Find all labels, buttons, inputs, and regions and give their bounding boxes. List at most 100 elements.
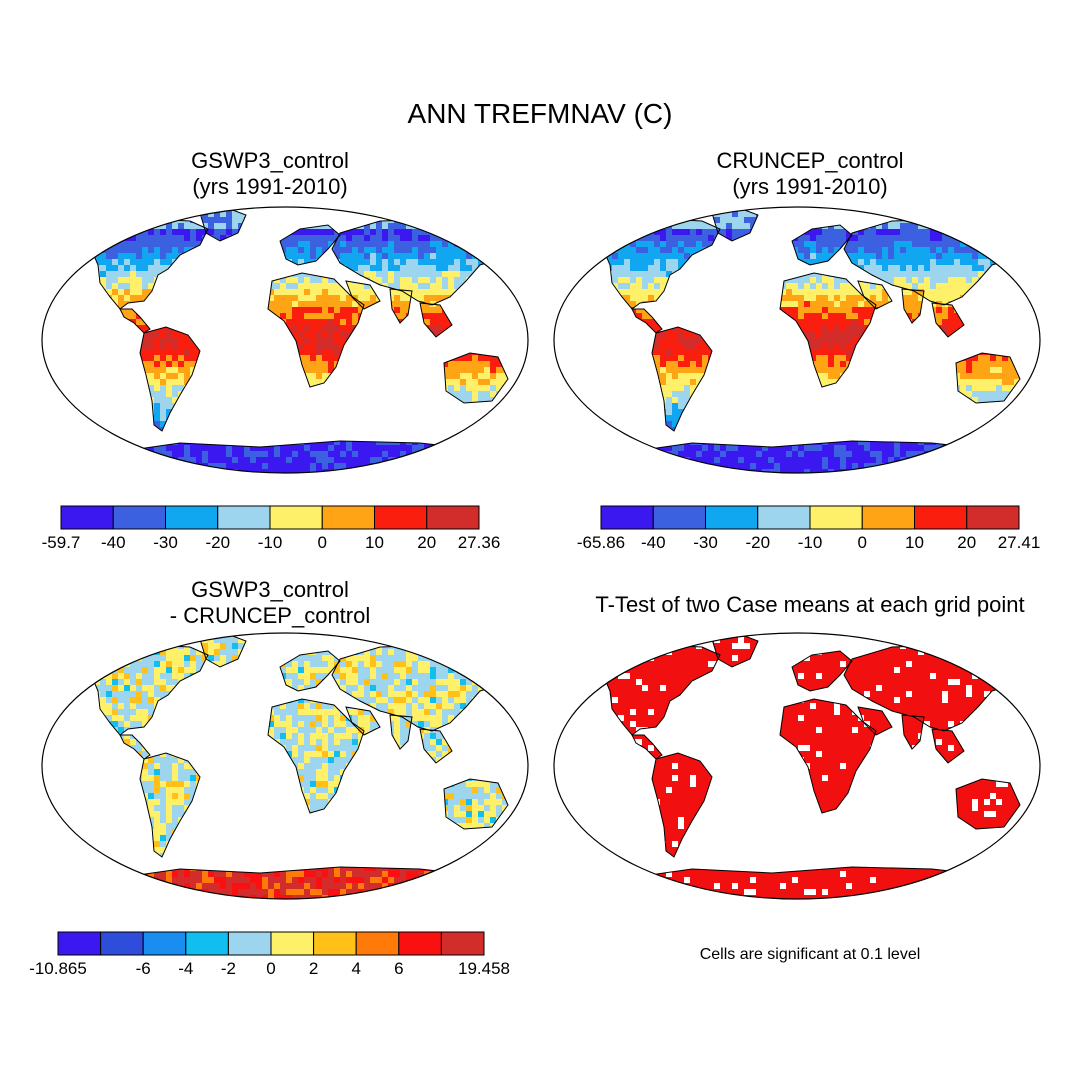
grid-cell bbox=[1026, 247, 1032, 253]
grid-cell bbox=[304, 319, 310, 325]
grid-cell bbox=[442, 277, 448, 283]
grid-cell bbox=[400, 259, 406, 265]
grid-cell bbox=[160, 259, 166, 265]
grid-cell bbox=[298, 337, 304, 343]
grid-cell bbox=[930, 277, 936, 283]
grid-cell bbox=[484, 457, 490, 463]
grid-cell bbox=[172, 229, 178, 235]
grid-cell bbox=[160, 367, 166, 373]
grid-cell bbox=[262, 445, 268, 451]
grid-cell bbox=[708, 223, 714, 229]
grid-cell bbox=[514, 223, 520, 229]
grid-cell bbox=[552, 265, 558, 271]
grid-cell bbox=[46, 457, 52, 463]
grid-cell bbox=[978, 265, 984, 271]
grid-cell bbox=[582, 241, 588, 247]
grid-cell bbox=[576, 241, 582, 247]
grid-cell bbox=[624, 289, 630, 295]
grid-cell bbox=[654, 283, 660, 289]
grid-cell bbox=[642, 277, 648, 283]
grid-cell bbox=[100, 277, 106, 283]
grid-cell bbox=[322, 451, 328, 457]
grid-cell bbox=[672, 241, 678, 247]
grid-cell bbox=[870, 289, 876, 295]
grid-cell bbox=[496, 433, 502, 439]
grid-cell bbox=[726, 223, 732, 229]
grid-cell bbox=[822, 277, 828, 283]
grid-cell bbox=[388, 277, 394, 283]
grid-cell bbox=[460, 217, 466, 223]
grid-cell bbox=[876, 259, 882, 265]
grid-cell bbox=[466, 373, 472, 379]
grid-cell bbox=[52, 421, 58, 427]
grid-cell bbox=[94, 247, 100, 253]
grid-cell bbox=[106, 469, 112, 473]
grid-cell bbox=[514, 241, 520, 247]
grid-cell bbox=[828, 283, 834, 289]
grid-cell bbox=[334, 253, 340, 259]
grid-cell bbox=[322, 295, 328, 301]
grid-cell bbox=[526, 271, 530, 277]
grid-cell bbox=[322, 331, 328, 337]
grid-cell bbox=[412, 211, 418, 217]
grid-cell bbox=[184, 451, 190, 457]
grid-cell bbox=[364, 271, 370, 277]
grid-cell bbox=[514, 397, 520, 403]
grid-cell bbox=[466, 361, 472, 367]
grid-cell bbox=[322, 337, 328, 343]
grid-cell bbox=[58, 451, 64, 457]
grid-cell bbox=[954, 223, 960, 229]
grid-cell bbox=[106, 265, 112, 271]
grid-cell bbox=[340, 307, 346, 313]
grid-cell bbox=[202, 209, 208, 211]
grid-cell bbox=[454, 361, 460, 367]
grid-cell bbox=[316, 283, 322, 289]
grid-cell bbox=[448, 445, 454, 451]
grid-cell bbox=[514, 451, 520, 457]
grid-cell bbox=[64, 217, 70, 223]
grid-cell bbox=[592, 229, 594, 235]
grid-cell bbox=[388, 271, 394, 277]
grid-cell bbox=[466, 367, 472, 373]
grid-cell bbox=[520, 295, 526, 301]
grid-cell bbox=[888, 253, 894, 259]
grid-cell bbox=[454, 235, 460, 241]
grid-cell bbox=[88, 457, 94, 463]
grid-cell bbox=[612, 235, 618, 241]
grid-cell bbox=[612, 211, 618, 217]
grid-cell bbox=[972, 241, 978, 247]
grid-cell bbox=[412, 469, 418, 473]
grid-cell bbox=[310, 229, 316, 235]
grid-cell bbox=[352, 265, 358, 271]
grid-cell bbox=[526, 313, 530, 319]
grid-cell bbox=[40, 247, 46, 253]
grid-cell bbox=[714, 223, 720, 229]
grid-cell bbox=[502, 209, 508, 211]
grid-cell bbox=[642, 259, 648, 265]
grid-cell bbox=[184, 445, 190, 451]
grid-cell bbox=[412, 283, 418, 289]
grid-cell bbox=[316, 301, 322, 307]
grid-cell bbox=[232, 451, 238, 457]
grid-cell bbox=[298, 259, 304, 265]
grid-cell bbox=[376, 253, 382, 259]
grid-cell bbox=[696, 241, 702, 247]
grid-cell bbox=[184, 463, 190, 469]
grid-cell bbox=[52, 259, 58, 265]
grid-cell bbox=[472, 211, 478, 217]
grid-cell bbox=[166, 211, 172, 217]
grid-cell bbox=[900, 253, 906, 259]
grid-cell bbox=[154, 367, 160, 373]
grid-cell bbox=[552, 229, 558, 235]
grid-cell bbox=[1002, 259, 1008, 265]
grid-cell bbox=[172, 247, 178, 253]
grid-cell bbox=[1002, 241, 1008, 247]
grid-cell bbox=[448, 373, 454, 379]
grid-cell bbox=[520, 415, 526, 421]
grid-cell bbox=[666, 217, 672, 223]
grid-cell bbox=[430, 217, 436, 223]
grid-cell bbox=[70, 211, 76, 217]
grid-cell bbox=[430, 209, 436, 211]
grid-cell bbox=[190, 361, 196, 367]
grid-cell bbox=[600, 229, 606, 235]
